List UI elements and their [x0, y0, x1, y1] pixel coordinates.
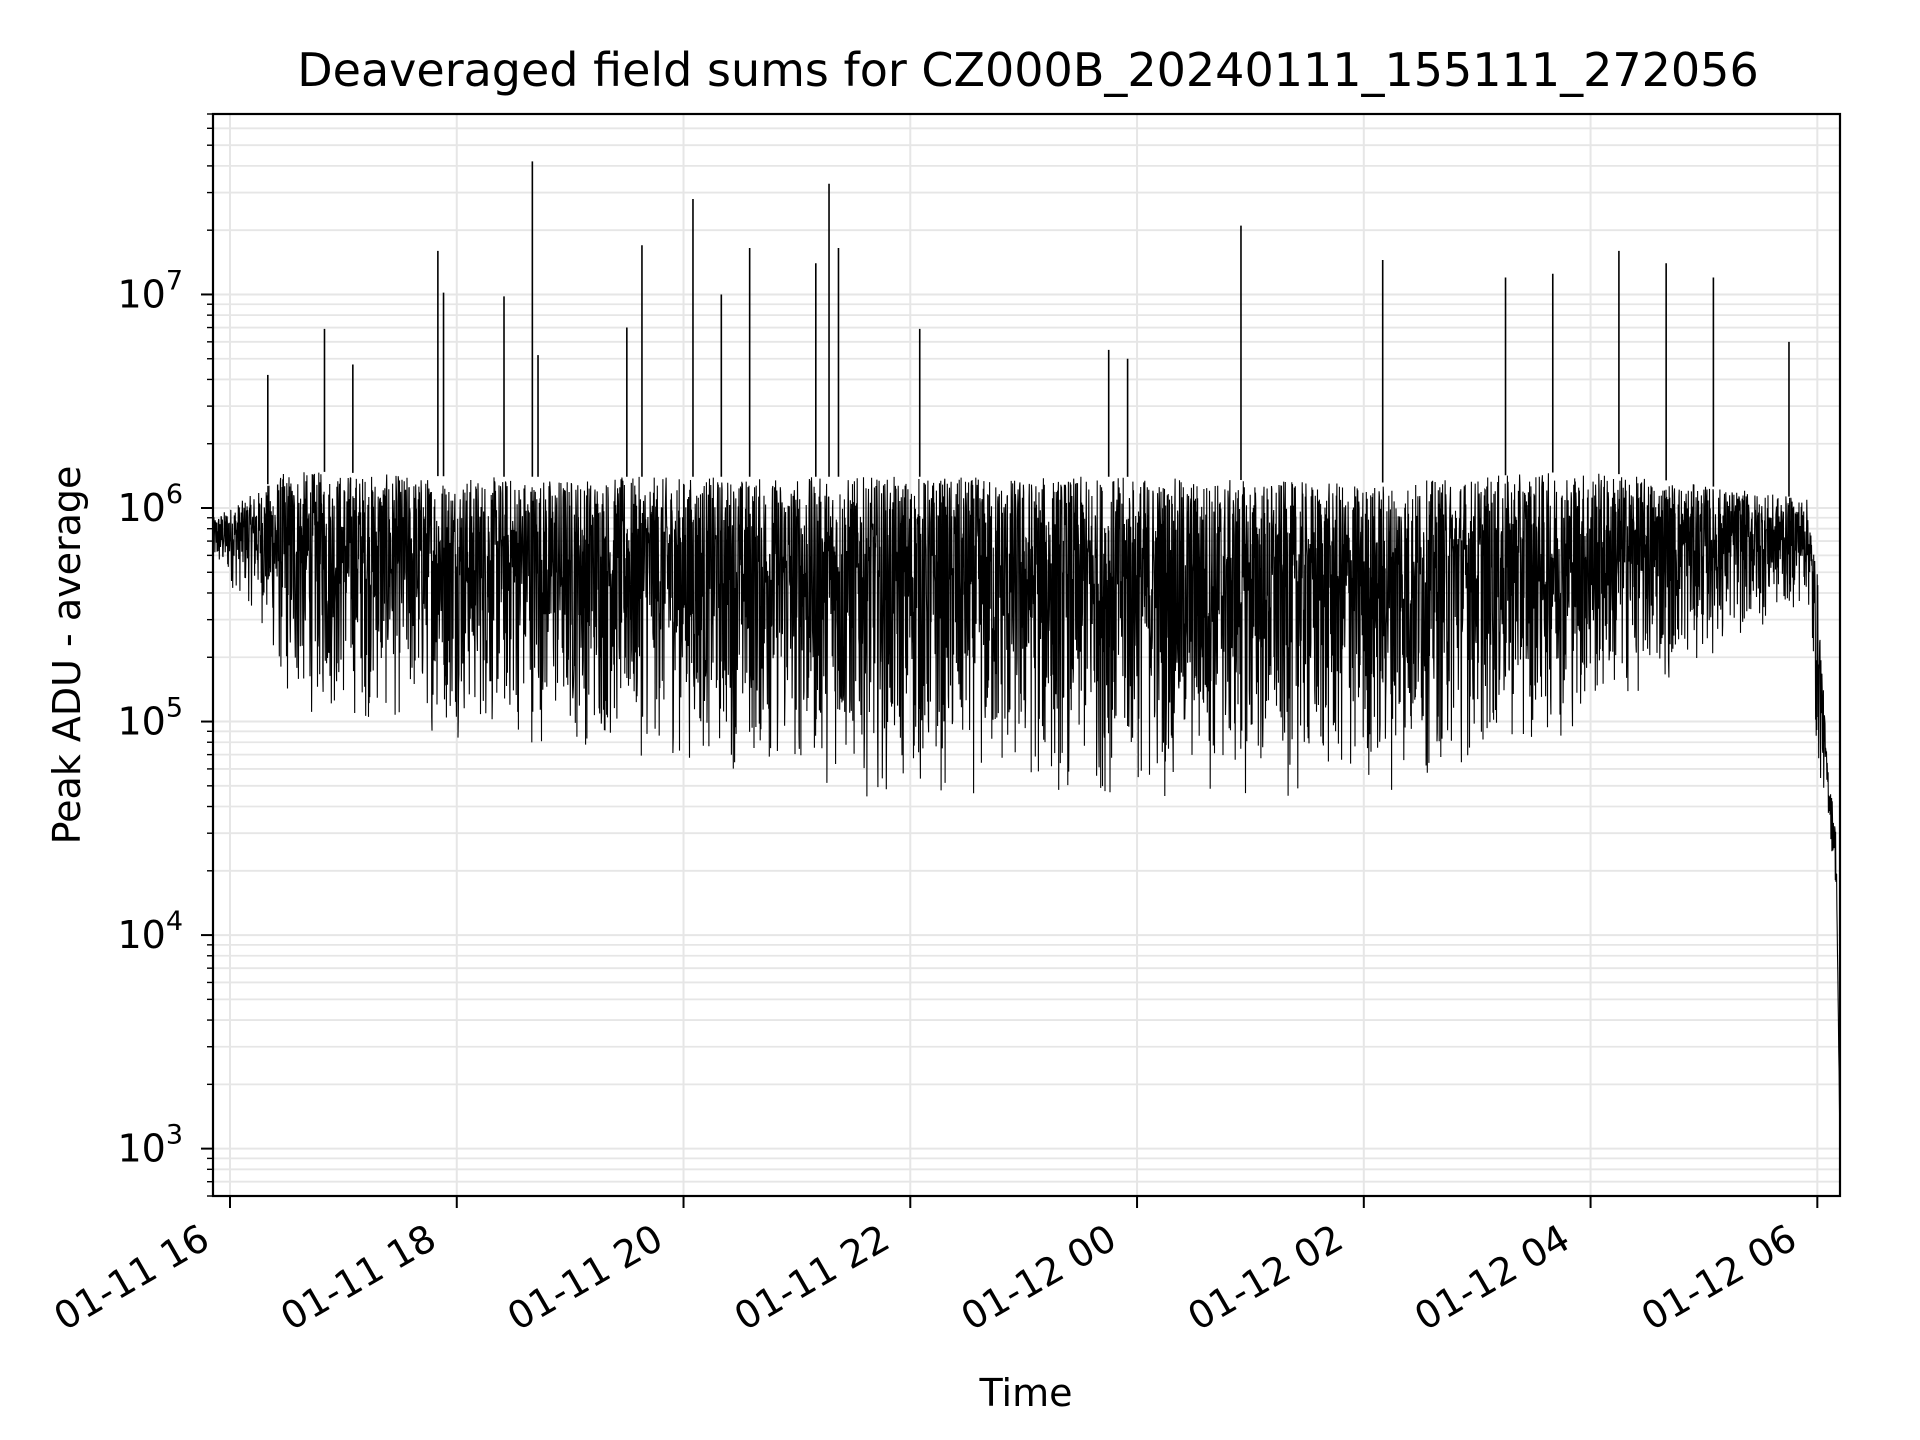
y-tick-label: 105	[117, 693, 183, 744]
y-tick-label: 106	[117, 479, 183, 530]
y-axis: 103 104 105 106 107	[117, 113, 213, 1197]
y-tick-label: 103	[117, 1120, 183, 1171]
y-tick-label: 104	[117, 906, 183, 957]
series-line	[212, 161, 1841, 1149]
x-axis-label: Time	[979, 1371, 1073, 1415]
series-trace	[212, 472, 1841, 1149]
plot-frame	[211, 112, 1842, 1198]
y-axis-label: Peak ADU - average	[45, 466, 89, 845]
chart-title: Deaveraged field sums for CZ000B_2024011…	[297, 43, 1758, 97]
y-tick-label: 107	[117, 265, 183, 316]
